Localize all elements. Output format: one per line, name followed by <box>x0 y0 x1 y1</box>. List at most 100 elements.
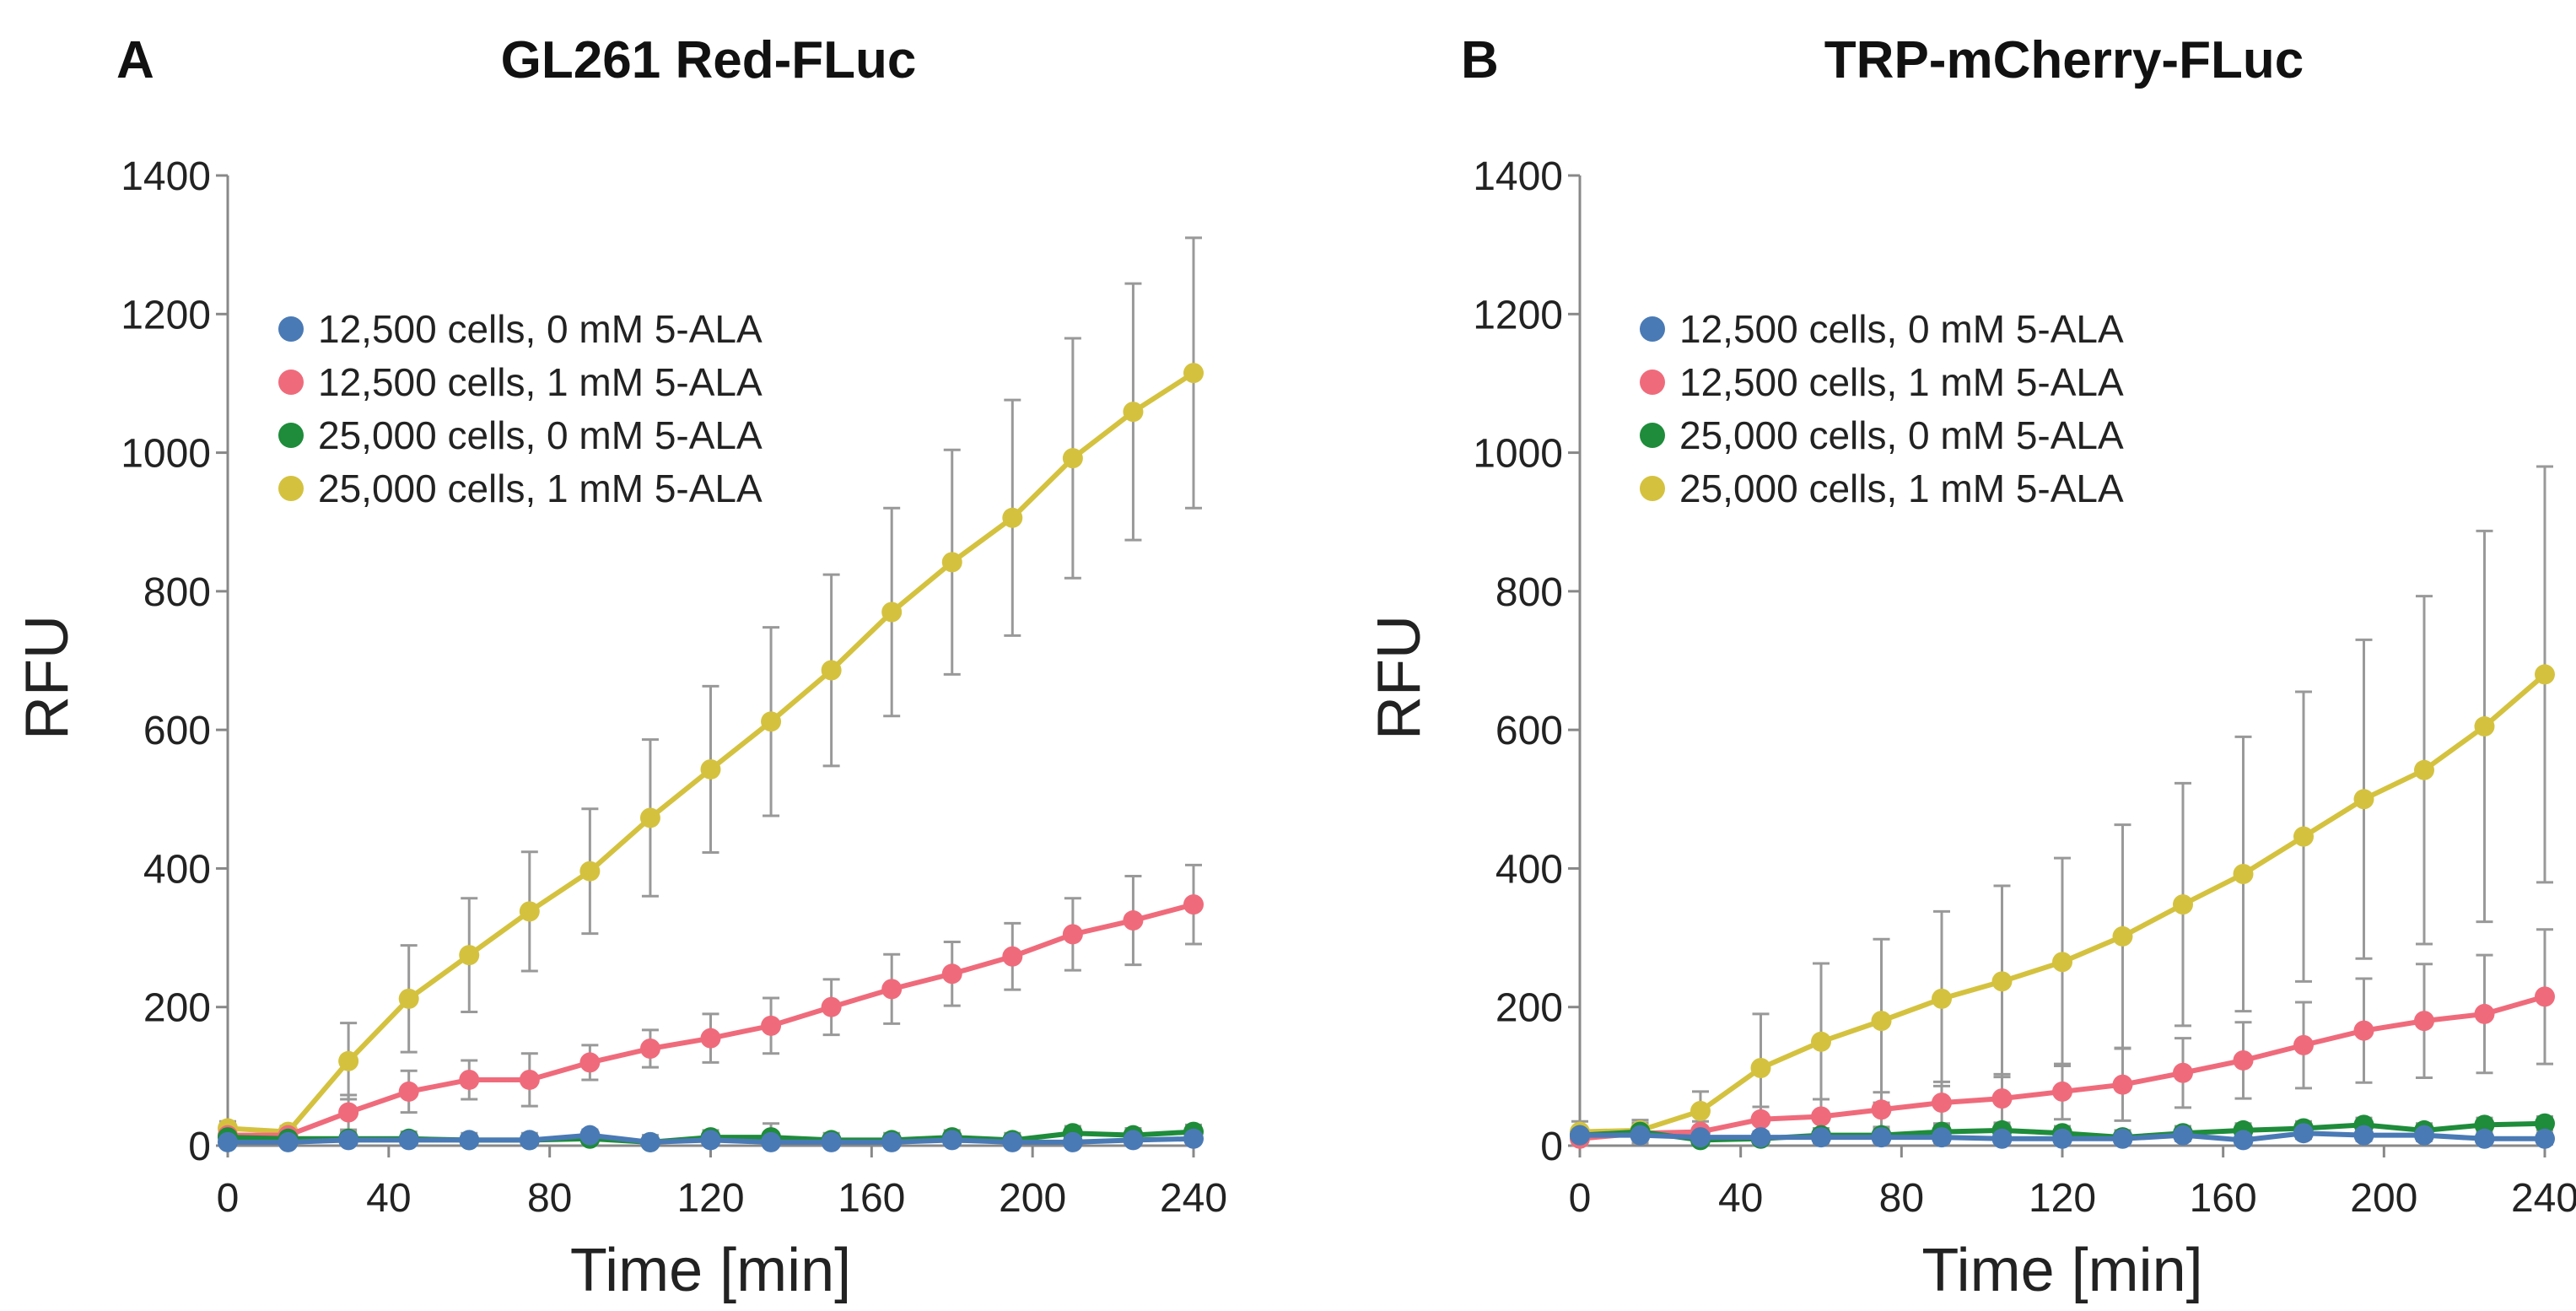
data-point <box>459 1069 480 1090</box>
legend-marker <box>278 316 304 342</box>
legend-label: 25,000 cells, 0 mM 5-ALA <box>1679 413 2124 457</box>
x-tick-label: 240 <box>1160 1176 1227 1221</box>
series-1 <box>1570 986 2555 1149</box>
data-point <box>1932 1127 1952 1148</box>
legend-label: 25,000 cells, 1 mM 5-ALA <box>318 467 763 510</box>
y-tick-label: 1400 <box>121 154 211 199</box>
data-point <box>2293 1123 2314 1144</box>
data-point <box>579 1125 601 1146</box>
data-point <box>2474 1114 2495 1136</box>
data-point <box>2173 1062 2193 1083</box>
data-point <box>1871 1127 1892 1148</box>
data-point <box>881 1131 903 1152</box>
data-point <box>338 1102 359 1123</box>
error-bars-series-3 <box>1571 465 2553 1144</box>
x-tick-label: 0 <box>217 1176 240 1221</box>
data-point <box>2535 986 2555 1007</box>
legend-marker <box>278 476 304 501</box>
data-point <box>761 1131 782 1152</box>
data-point <box>398 988 419 1009</box>
x-axis-label: Time [min] <box>570 1237 851 1304</box>
y-tick-label: 600 <box>1495 709 1563 753</box>
data-point <box>2535 1128 2555 1149</box>
chart-title: GL261 Red-FLuc <box>501 31 917 89</box>
panel-letter: B <box>1461 31 1499 89</box>
legend: 12,500 cells, 0 mM 5-ALA 12,500 cells, 1 … <box>278 307 763 510</box>
data-point <box>2353 789 2374 810</box>
data-point <box>2293 826 2314 847</box>
series-0 <box>1570 1123 2555 1151</box>
x-tick-label: 200 <box>999 1176 1066 1221</box>
legend-label: 12,500 cells, 0 mM 5-ALA <box>318 307 763 351</box>
data-point <box>1183 894 1204 915</box>
data-point <box>398 1081 419 1102</box>
y-tick-label: 1200 <box>1473 293 1563 337</box>
data-point <box>2414 759 2434 780</box>
data-point <box>1062 1131 1083 1152</box>
data-point <box>2535 1113 2555 1134</box>
legend: 12,500 cells, 0 mM 5-ALA 12,500 cells, 1 … <box>1640 307 2124 510</box>
legend-label: 12,500 cells, 0 mM 5-ALA <box>1679 307 2124 351</box>
data-point <box>1630 1125 1651 1146</box>
data-point <box>2233 1130 2254 1151</box>
legend-marker <box>278 370 304 395</box>
x-tick-label: 80 <box>1879 1176 1924 1221</box>
data-point <box>2353 1020 2374 1041</box>
data-point <box>700 758 721 780</box>
y-tick-label: 200 <box>1495 986 1563 1031</box>
data-point <box>639 1039 660 1059</box>
data-point <box>941 552 962 573</box>
data-point <box>941 1130 962 1151</box>
chart-title: TRP-mCherry-FLuc <box>1824 31 2304 89</box>
data-point <box>519 1069 540 1090</box>
data-point <box>881 602 903 623</box>
legend-label: 12,500 cells, 1 mM 5-ALA <box>318 360 763 404</box>
legend-marker <box>278 423 304 448</box>
x-tick-label: 160 <box>2190 1176 2257 1221</box>
data-point <box>1062 448 1083 469</box>
data-point <box>700 1028 721 1049</box>
data-point <box>278 1131 299 1152</box>
legend-label: 25,000 cells, 1 mM 5-ALA <box>1679 467 2124 510</box>
panel-b: B TRP-mCherry-FLuc02004006008001000120014… <box>1366 31 2576 1304</box>
data-point <box>941 963 962 985</box>
data-point <box>761 1015 782 1036</box>
data-point <box>2052 1128 2072 1149</box>
y-tick-label: 1000 <box>121 432 211 477</box>
data-point <box>2052 1081 2072 1102</box>
data-point <box>1811 1127 1831 1148</box>
data-point <box>1123 402 1144 423</box>
legend-label: 12,500 cells, 1 mM 5-ALA <box>1679 360 2124 404</box>
legend-marker <box>1640 476 1665 501</box>
data-point <box>1002 946 1023 967</box>
data-point <box>2052 952 2072 973</box>
y-axis-label: RFU <box>13 615 81 740</box>
data-point <box>1871 1099 1892 1120</box>
panel-letter: A <box>116 31 154 89</box>
data-point <box>2535 664 2555 685</box>
data-point <box>821 996 842 1017</box>
data-point <box>2474 1128 2495 1149</box>
data-point <box>579 1052 601 1073</box>
y-tick-label: 0 <box>188 1125 211 1169</box>
data-point <box>639 807 660 828</box>
data-point <box>1123 1130 1144 1151</box>
data-point <box>1183 1128 1204 1149</box>
data-point <box>2173 894 2193 915</box>
data-point <box>1932 988 1952 1009</box>
data-point <box>700 1130 721 1151</box>
y-tick-label: 1200 <box>121 293 211 337</box>
x-tick-label: 40 <box>1718 1176 1763 1221</box>
data-point <box>579 861 601 882</box>
data-point <box>1690 1100 1711 1121</box>
data-point <box>459 945 480 966</box>
data-point <box>1123 910 1144 931</box>
data-point <box>2112 1128 2133 1149</box>
x-tick-label: 40 <box>366 1176 411 1221</box>
y-tick-label: 1400 <box>1473 154 1563 199</box>
error-bars-series-1 <box>219 863 1202 1144</box>
y-tick-label: 800 <box>143 570 211 615</box>
y-tick-label: 400 <box>143 847 211 892</box>
data-point <box>2353 1125 2374 1146</box>
